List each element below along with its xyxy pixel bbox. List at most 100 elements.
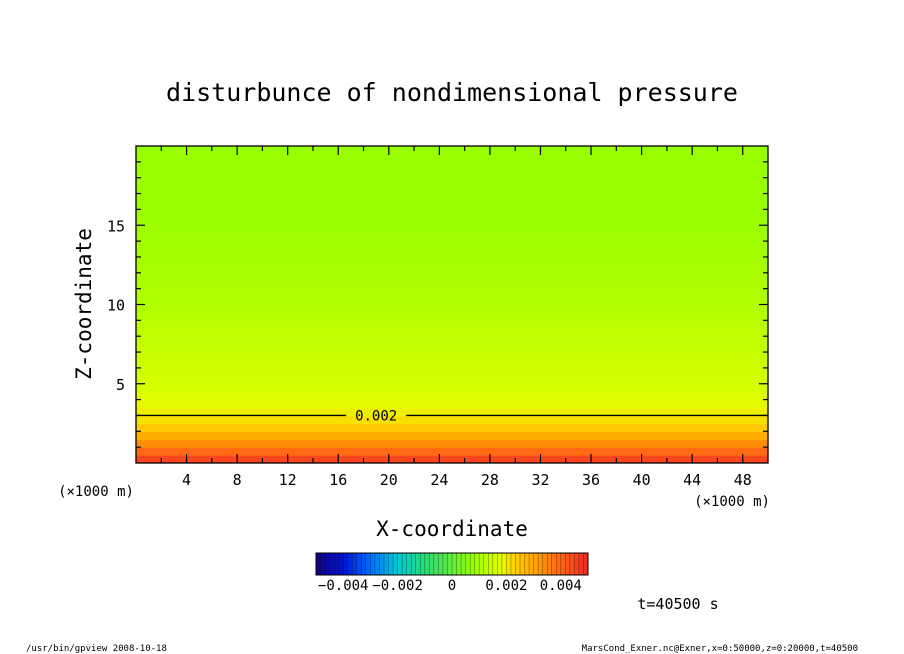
colorbar-cell xyxy=(384,553,389,575)
colorbar-cell xyxy=(479,553,485,575)
colorbar-tick-label: −0.004 xyxy=(318,578,369,594)
field-band xyxy=(136,320,768,329)
y-axis-label: Z-coordinate xyxy=(72,228,96,380)
colorbar-cell xyxy=(583,553,589,575)
field-band xyxy=(136,407,768,417)
colorbar-cell xyxy=(483,553,489,575)
colorbar-cell xyxy=(578,553,584,575)
colorbar-cell xyxy=(438,553,444,575)
colorbar-cell xyxy=(574,553,580,575)
colorbar-cell xyxy=(415,553,421,575)
colorbar-cell xyxy=(538,553,543,575)
colorbar-cell xyxy=(347,553,353,575)
x-tick-label: 4 xyxy=(182,471,191,489)
colorbar-cell xyxy=(370,553,376,575)
colorbar-cell xyxy=(492,553,498,575)
field-band xyxy=(136,359,768,369)
colorbar-cell xyxy=(329,553,335,575)
colorbar-cell xyxy=(452,553,457,575)
colorbar-cell xyxy=(338,553,344,575)
contour-label: 0.002 xyxy=(355,408,397,424)
colorbar-cell xyxy=(547,553,553,575)
field-band xyxy=(136,185,768,195)
colorbar-cell xyxy=(529,553,534,575)
field-band xyxy=(136,225,768,234)
field-band xyxy=(136,375,768,385)
x-tick-label: 20 xyxy=(380,471,398,489)
colorbar-cell xyxy=(533,553,539,575)
colorbar-cell xyxy=(506,553,512,575)
colorbar-cell xyxy=(397,553,403,575)
field-band xyxy=(136,288,768,298)
colorbar-cell xyxy=(551,553,557,575)
colorbar-tick-labels: −0.004 −0.002 0 0.002 0.004 xyxy=(318,578,582,594)
colorbar-cell xyxy=(501,553,507,575)
colorbar-cell xyxy=(424,553,430,575)
field-band xyxy=(136,256,768,266)
colorbar-cell xyxy=(461,553,466,575)
field-band xyxy=(136,391,768,401)
field-band xyxy=(136,415,768,424)
colorbar-cell xyxy=(497,553,503,575)
colorbar-cell xyxy=(524,553,530,575)
colorbar-cell xyxy=(316,553,321,575)
colorbar-cell xyxy=(565,553,571,575)
x-tick-label: 44 xyxy=(683,471,701,489)
field-band xyxy=(136,280,768,290)
field-band xyxy=(136,161,768,171)
field-band xyxy=(136,241,768,250)
field-band xyxy=(136,304,768,314)
y-unit-label: (×1000 m) xyxy=(58,484,134,500)
colorbar-cell xyxy=(429,553,435,575)
colorbar-cell xyxy=(465,553,471,575)
field-band xyxy=(136,455,768,463)
colorbar-tick-label: 0.002 xyxy=(485,578,527,594)
field-band xyxy=(136,193,768,203)
colorbar-cell xyxy=(406,553,412,575)
field-band xyxy=(136,383,768,393)
colorbar-cell xyxy=(352,553,358,575)
colorbar-cell xyxy=(542,553,548,575)
field-band xyxy=(136,439,768,448)
x-tick-label: 40 xyxy=(633,471,651,489)
x-tick-label: 28 xyxy=(481,471,499,489)
field-band xyxy=(136,177,768,187)
x-tick-labels: 4 8 12 16 20 24 28 32 36 40 44 48 xyxy=(182,471,752,489)
field-band xyxy=(136,146,768,155)
colorbar-cell xyxy=(569,553,575,575)
colorbar-cell xyxy=(320,553,326,575)
x-tick-label: 16 xyxy=(329,471,347,489)
field-band xyxy=(136,296,768,306)
colorbar-cell xyxy=(402,553,407,575)
colorbar-cell xyxy=(520,553,525,575)
colorbar-cell xyxy=(447,553,453,575)
colorbar-tick-label: −0.002 xyxy=(372,578,423,594)
colorbar-cell xyxy=(334,553,339,575)
colorbar-cell xyxy=(442,553,448,575)
y-tick-label: 5 xyxy=(116,376,125,394)
colorbar-cell xyxy=(388,553,394,575)
colorbar-frame xyxy=(315,552,589,576)
chart-title: disturbunce of nondimensional pressure xyxy=(166,78,738,107)
field-band xyxy=(136,312,768,321)
colorbar-cell xyxy=(374,553,380,575)
field-band xyxy=(136,169,768,179)
field-band xyxy=(136,431,768,440)
colorbar-cell xyxy=(420,553,426,575)
colorbar-cell xyxy=(556,553,562,575)
field-band xyxy=(136,217,768,226)
field-band xyxy=(136,352,768,361)
field-band xyxy=(136,367,768,377)
field-band xyxy=(136,209,768,218)
colorbar-cell xyxy=(560,553,566,575)
colorbar-cell xyxy=(365,553,371,575)
colorbar-cell xyxy=(470,553,475,575)
y-tick-label: 15 xyxy=(107,217,125,235)
field-band xyxy=(136,153,768,163)
footer-left: /usr/bin/gpview 2008-10-18 xyxy=(26,644,167,654)
colorbar-cell xyxy=(325,553,330,575)
y-tick-label: 10 xyxy=(107,297,125,315)
field-band xyxy=(136,233,768,242)
field-band xyxy=(136,399,768,409)
